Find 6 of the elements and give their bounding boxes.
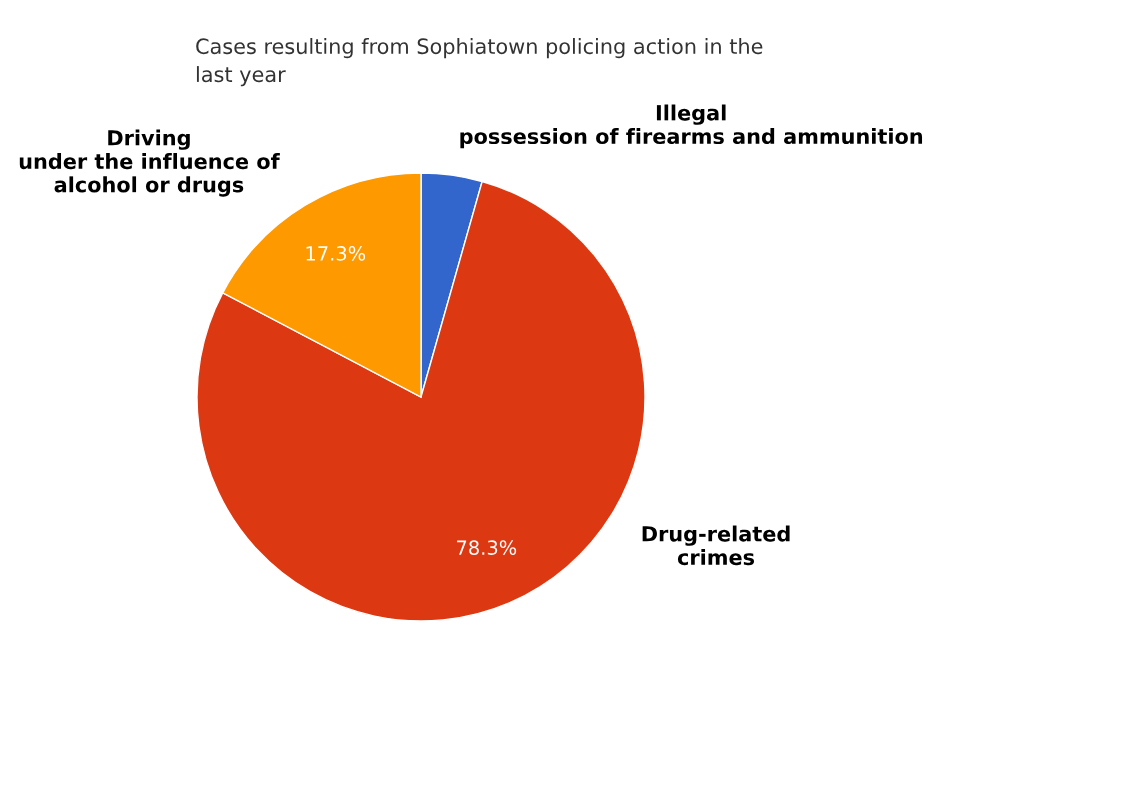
- slice-label: Drug-related crimes: [642, 525, 790, 566]
- slice-label: Illegal possession of firearms and ammunition: [460, 104, 923, 149]
- chart-title: Cases resulting from Sophiatown policing action in the last year: [196, 38, 763, 87]
- data-label: 17.3%: [306, 246, 366, 261]
- data-label: 78.3%: [457, 540, 517, 555]
- slice-label: Driving under the influence of alcohol or drugs: [19, 129, 280, 197]
